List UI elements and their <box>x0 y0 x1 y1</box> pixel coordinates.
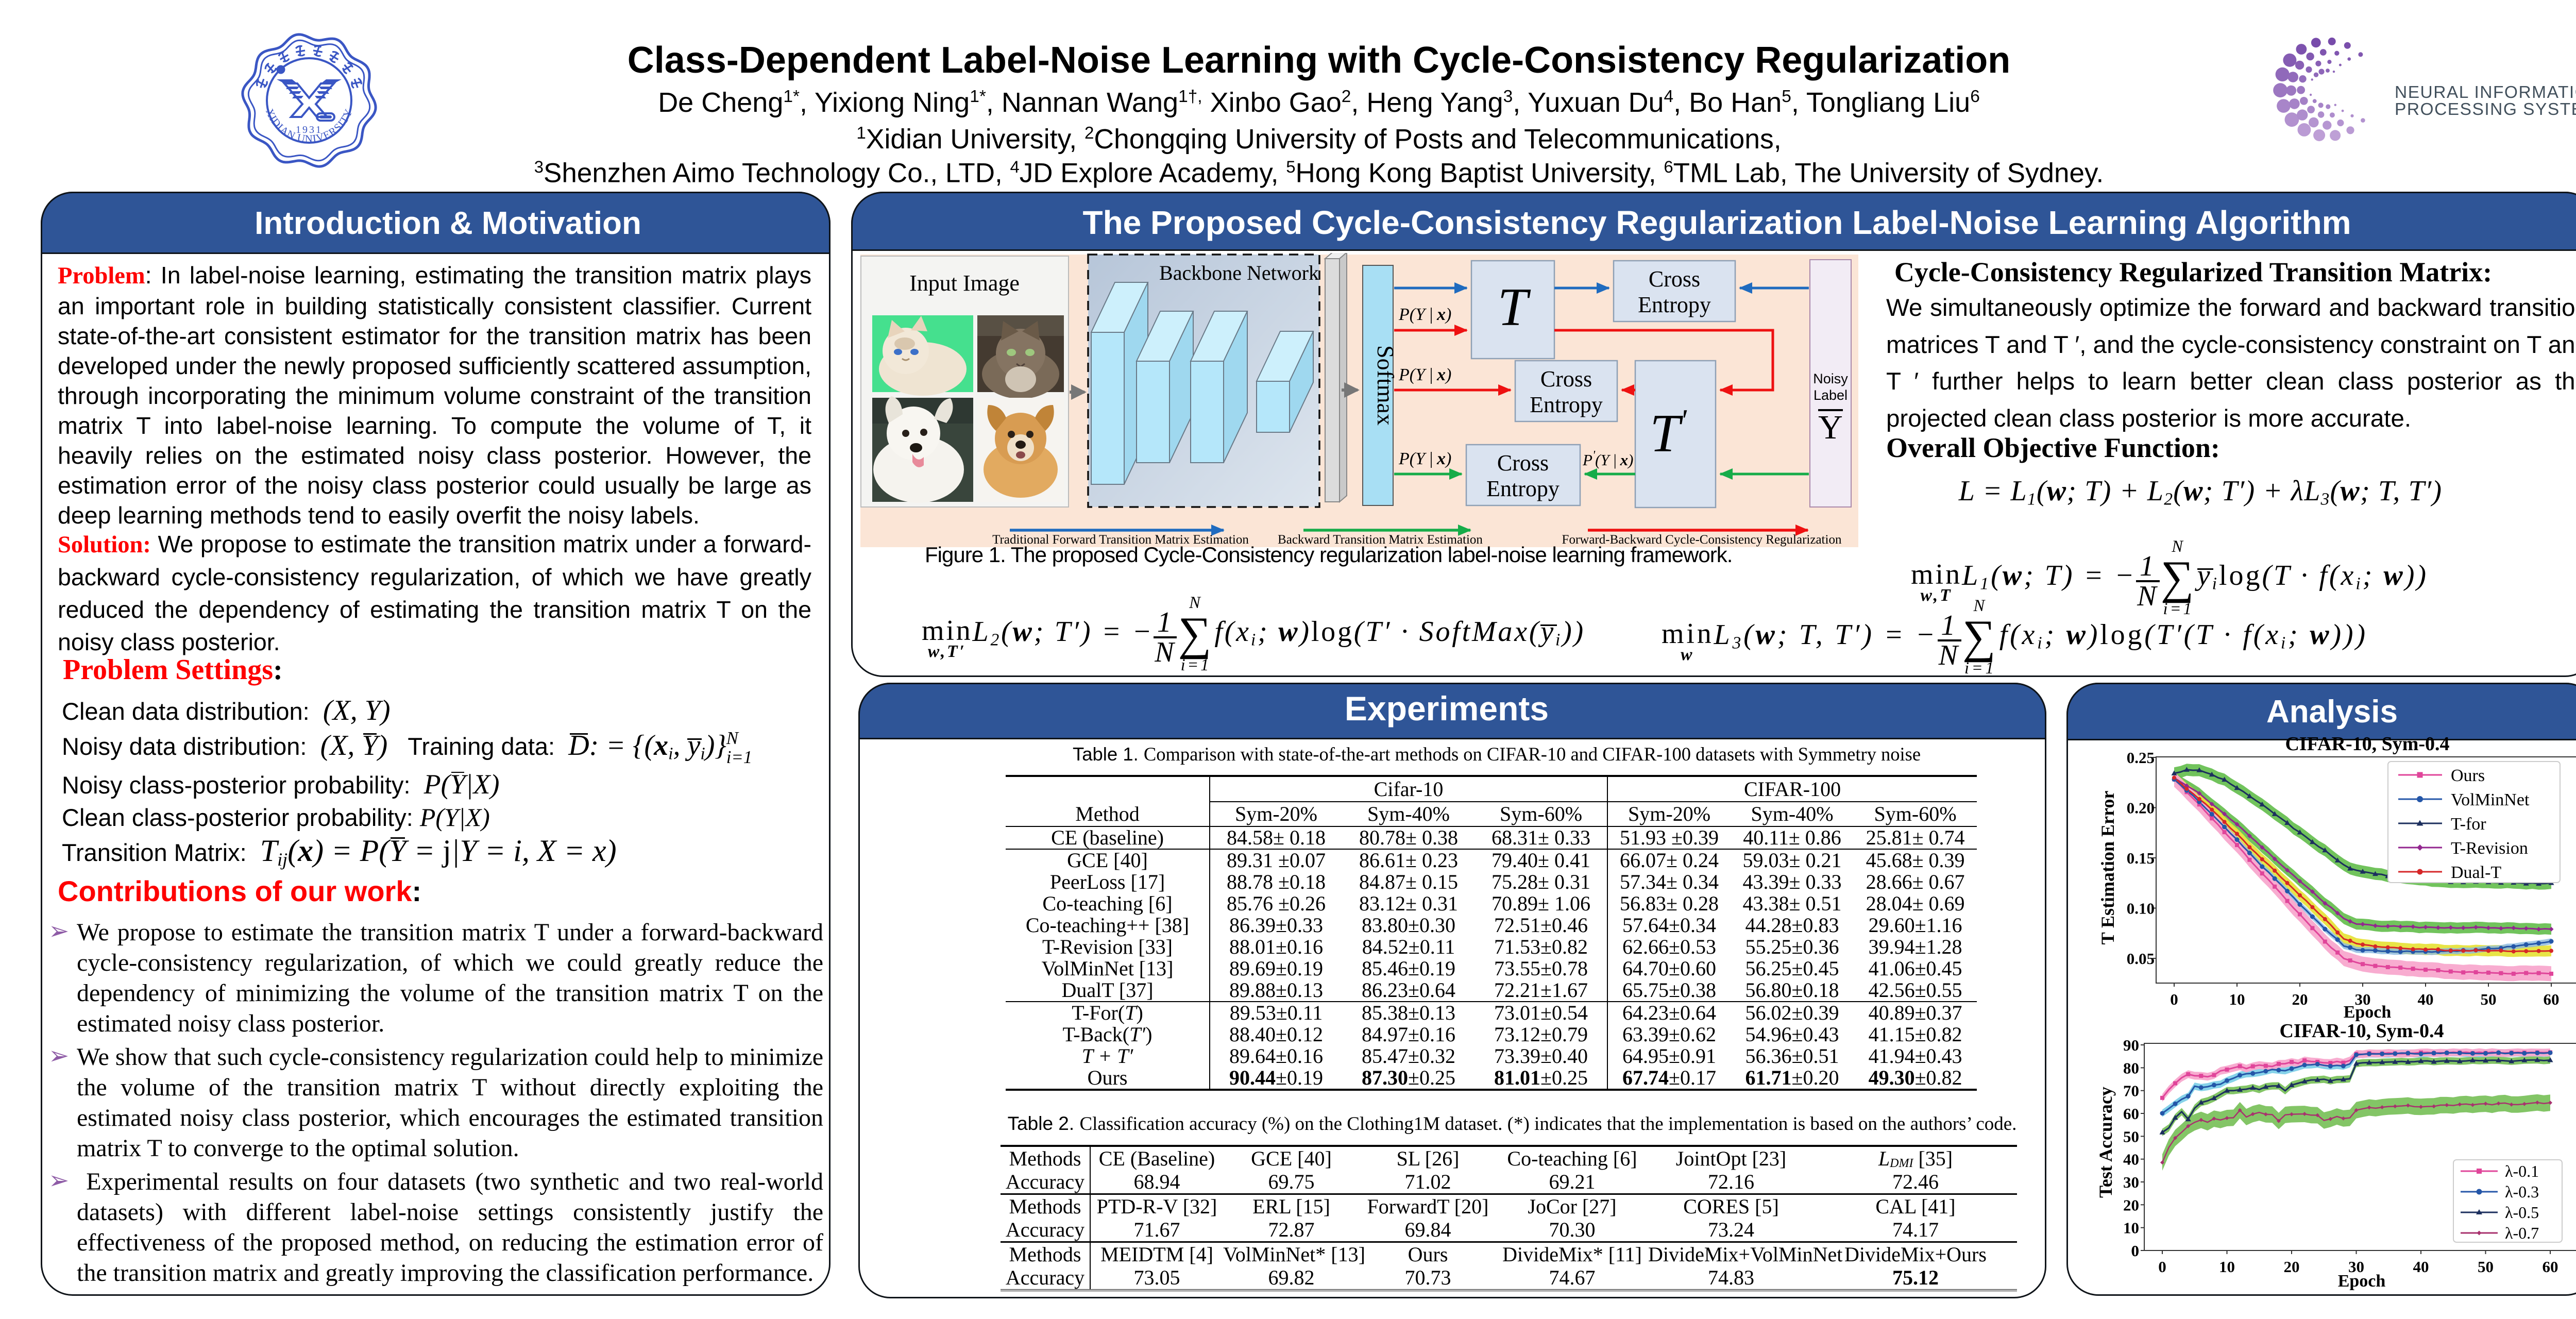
svg-text:Cross: Cross <box>1649 266 1700 292</box>
svg-text:0: 0 <box>2131 1242 2140 1260</box>
svg-text:CIFAR-10, Sym-0.4: CIFAR-10, Sym-0.4 <box>2285 733 2449 755</box>
svg-text:λ-0.1: λ-0.1 <box>2505 1162 2539 1180</box>
svg-text:P'(Y | x): P'(Y | x) <box>1582 449 1633 469</box>
svg-text:20: 20 <box>2123 1196 2139 1214</box>
svg-text:30: 30 <box>2123 1173 2139 1191</box>
svg-text:Entropy: Entropy <box>1486 476 1560 501</box>
svg-text:0.25: 0.25 <box>2127 749 2155 767</box>
svg-text:20: 20 <box>2292 990 2308 1008</box>
svg-text:Entropy: Entropy <box>1638 292 1711 317</box>
svg-text:30: 30 <box>2348 1258 2364 1276</box>
svg-text:PROCESSING SYSTEMS: PROCESSING SYSTEMS <box>2395 100 2576 119</box>
svg-text:20: 20 <box>2284 1258 2300 1276</box>
svg-text:λ-0.5: λ-0.5 <box>2505 1203 2539 1222</box>
svg-text:P(Y | x): P(Y | x) <box>1398 365 1451 384</box>
svg-text:60: 60 <box>2123 1105 2139 1123</box>
svg-text:Noisy: Noisy <box>1813 371 1848 386</box>
svg-text:Entropy: Entropy <box>1530 392 1603 417</box>
svg-text:P(Y | x): P(Y | x) <box>1398 449 1451 468</box>
svg-text:T-for: T-for <box>2451 815 2486 834</box>
svg-text:40: 40 <box>2123 1151 2139 1169</box>
svg-text:Ours: Ours <box>2451 766 2485 785</box>
svg-text:T-Revision: T-Revision <box>2451 839 2528 858</box>
svg-text:80: 80 <box>2123 1059 2139 1077</box>
svg-text:0: 0 <box>2158 1258 2166 1276</box>
svg-text:T: T <box>1498 277 1531 337</box>
svg-text:0.05: 0.05 <box>2127 950 2155 968</box>
svg-text:T Estimation Error: T Estimation Error <box>2097 791 2118 945</box>
svg-text:Test Accuracy: Test Accuracy <box>2095 1087 2116 1198</box>
svg-text:P(Y | x): P(Y | x) <box>1398 305 1451 324</box>
svg-text:0.10: 0.10 <box>2127 900 2155 918</box>
svg-text:Y: Y <box>1818 409 1843 446</box>
svg-text:Label: Label <box>1814 387 1848 403</box>
svg-text:0.20: 0.20 <box>2127 799 2155 817</box>
svg-text:NEURAL INFORMATION: NEURAL INFORMATION <box>2395 83 2576 102</box>
svg-text:Epoch: Epoch <box>2344 1003 2392 1022</box>
svg-text:50: 50 <box>2123 1127 2139 1145</box>
svg-text:50: 50 <box>2481 990 2497 1008</box>
svg-text:CIFAR-10, Sym-0.4: CIFAR-10, Sym-0.4 <box>2279 1020 2444 1042</box>
svg-text:Forward-Backward Cycle-Consist: Forward-Backward Cycle-Consistency Regul… <box>1562 533 1842 547</box>
svg-text:40: 40 <box>2418 990 2434 1008</box>
svg-text:VolMinNet: VolMinNet <box>2451 790 2530 809</box>
svg-text:Cross: Cross <box>1540 366 1592 392</box>
svg-text:Dual-T: Dual-T <box>2451 863 2501 882</box>
svg-text:10: 10 <box>2123 1219 2139 1237</box>
svg-text:10: 10 <box>2229 990 2245 1008</box>
svg-text:Softmax: Softmax <box>1372 345 1399 426</box>
svg-text:λ-0.7: λ-0.7 <box>2505 1224 2539 1242</box>
svg-text:0: 0 <box>2170 990 2178 1008</box>
svg-text:50: 50 <box>2478 1258 2494 1276</box>
svg-text:10: 10 <box>2219 1258 2235 1276</box>
svg-text:λ-0.3: λ-0.3 <box>2505 1182 2539 1201</box>
svg-text:40: 40 <box>2413 1258 2429 1276</box>
svg-text:0.15: 0.15 <box>2127 849 2155 867</box>
svg-text:Backward Transition Matrix Est: Backward Transition Matrix Estimation <box>1278 533 1483 547</box>
svg-text:70: 70 <box>2123 1082 2139 1100</box>
svg-text:30: 30 <box>2355 990 2371 1008</box>
svg-text:60: 60 <box>2543 1258 2558 1276</box>
svg-text:Input Image: Input Image <box>909 270 1020 296</box>
svg-text:Epoch: Epoch <box>2338 1272 2386 1291</box>
svg-text:Cross: Cross <box>1497 450 1549 476</box>
svg-text:1931: 1931 <box>296 124 323 136</box>
svg-text:Backbone Network: Backbone Network <box>1159 261 1319 284</box>
svg-text:0: 0 <box>2131 1242 2140 1260</box>
svg-text:90: 90 <box>2123 1036 2139 1054</box>
svg-text:60: 60 <box>2544 990 2560 1008</box>
svg-text:Traditional Forward Transition: Traditional Forward Transition Matrix Es… <box>992 533 1249 547</box>
